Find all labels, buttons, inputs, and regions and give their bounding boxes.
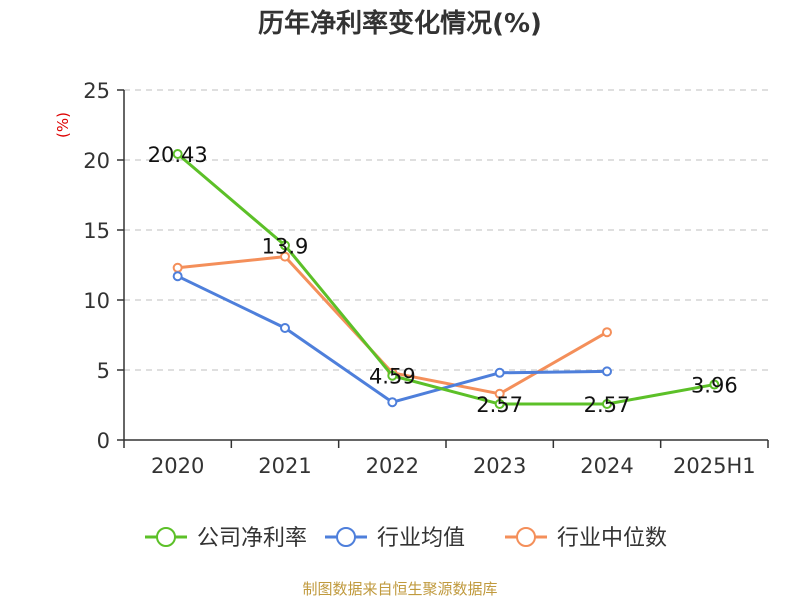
data-labels: 20.43 13.9 4.59 2.57 2.57 3.96 bbox=[148, 143, 738, 417]
y-axis-unit-label: (%) bbox=[54, 112, 72, 138]
legend-label: 行业均值 bbox=[377, 526, 465, 551]
x-tick-label: 2021 bbox=[258, 454, 311, 478]
y-tick-label: 5 bbox=[97, 359, 110, 383]
series-line bbox=[176, 152, 715, 406]
y-tick-label: 15 bbox=[83, 219, 110, 243]
data-point bbox=[709, 379, 720, 390]
legend-marker-icon bbox=[336, 527, 356, 547]
data-point bbox=[387, 370, 398, 381]
legend-item: 行业中位数 bbox=[505, 526, 667, 551]
legend-item: 公司净利率 bbox=[145, 526, 307, 551]
data-point bbox=[602, 366, 612, 377]
data-label: 2.57 bbox=[476, 393, 523, 417]
y-tick-label: 10 bbox=[83, 289, 110, 313]
data-point bbox=[494, 367, 505, 378]
x-tick-label: 2025H1 bbox=[673, 454, 756, 478]
x-tick-label: 2023 bbox=[473, 454, 526, 478]
data-point bbox=[387, 397, 398, 408]
series-1 bbox=[172, 271, 612, 408]
legend: 公司净利率 行业均值 行业中位数 bbox=[145, 526, 667, 551]
data-label: 20.43 bbox=[148, 143, 208, 167]
legend-marker-icon bbox=[156, 527, 176, 547]
data-point bbox=[602, 327, 612, 338]
legend-item: 行业均值 bbox=[325, 526, 465, 551]
data-label: 2.57 bbox=[584, 393, 631, 417]
series-0 bbox=[172, 148, 720, 410]
y-tick-label: 25 bbox=[83, 79, 110, 103]
data-point bbox=[280, 323, 290, 333]
x-tick-label: 2024 bbox=[580, 454, 633, 478]
data-point bbox=[602, 399, 612, 410]
axes: 0 5 10 15 20 25 2020 2021 2022 2023 2024 2025H1 bbox=[83, 79, 769, 478]
chart-title: 历年净利率变化情况(%) bbox=[258, 8, 542, 39]
data-label: 13.9 bbox=[262, 234, 309, 258]
data-point bbox=[172, 262, 183, 273]
data-label: 4.59 bbox=[369, 365, 416, 389]
grid-lines bbox=[124, 89, 768, 371]
legend-label: 公司净利率 bbox=[197, 526, 307, 551]
data-point bbox=[172, 271, 183, 282]
legend-label: 行业中位数 bbox=[557, 526, 667, 551]
series-lines bbox=[172, 148, 720, 410]
data-point bbox=[280, 240, 290, 251]
data-point bbox=[494, 399, 505, 410]
data-point bbox=[172, 148, 183, 159]
x-tick-label: 2022 bbox=[366, 454, 419, 478]
legend-marker-icon bbox=[516, 527, 536, 547]
y-tick-label: 20 bbox=[83, 149, 110, 173]
data-point bbox=[280, 251, 290, 262]
data-label: 3.96 bbox=[691, 374, 738, 398]
source-note: 制图数据来自恒生聚源数据库 bbox=[302, 580, 497, 598]
x-tick-label: 2020 bbox=[151, 454, 204, 478]
y-tick-label: 0 bbox=[97, 429, 110, 453]
data-point bbox=[494, 388, 505, 399]
